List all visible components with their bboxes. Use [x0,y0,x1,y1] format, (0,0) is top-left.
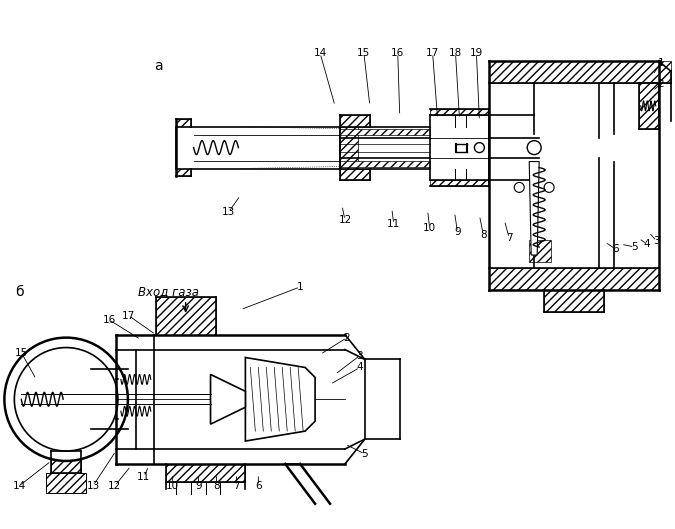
Text: 16: 16 [103,315,115,325]
Bar [165,464,246,482]
Text: Вход газа: Вход газа [138,285,199,298]
Bar [340,160,429,167]
Text: 2: 2 [344,333,350,343]
Text: 9: 9 [195,481,202,491]
Circle shape [14,348,118,451]
Circle shape [514,183,524,193]
Circle shape [527,141,541,154]
Text: 17: 17 [122,311,136,321]
Text: 10: 10 [166,481,180,491]
Polygon shape [211,375,246,424]
Bar [156,297,215,335]
Text: 14: 14 [13,481,26,491]
Text: 12: 12 [338,215,352,225]
Text: 17: 17 [426,48,439,58]
Bar [340,119,358,177]
Bar [340,115,370,127]
Text: 1: 1 [297,282,304,292]
Text: 15: 15 [15,348,28,358]
Bar [46,473,86,493]
Bar [51,451,81,473]
Bar [340,129,429,135]
Circle shape [4,338,128,461]
Text: 9: 9 [454,227,461,237]
Text: 16: 16 [391,48,404,58]
Circle shape [475,143,485,152]
Polygon shape [246,358,315,441]
Bar [639,83,659,129]
Text: 10: 10 [423,223,436,233]
Bar [91,369,116,429]
Text: 8: 8 [480,230,487,240]
Text: 13: 13 [222,207,235,217]
Text: 14: 14 [313,48,327,58]
Bar [544,290,604,312]
Text: а: а [155,59,163,73]
Bar [489,61,659,83]
Text: 3: 3 [356,351,363,361]
Text: 5: 5 [362,449,368,459]
Text: 1: 1 [657,58,664,68]
Text: 4: 4 [356,362,363,372]
Text: 7: 7 [233,481,240,491]
Text: 18: 18 [449,48,462,58]
Text: 8: 8 [213,481,220,491]
Text: 11: 11 [387,219,400,229]
Bar [489,268,659,290]
Text: 2: 2 [657,79,664,89]
Bar [176,119,190,177]
Text: 13: 13 [86,481,100,491]
Bar [529,240,551,262]
Text: 6: 6 [612,244,619,254]
Bar [429,109,489,115]
Bar [176,127,340,169]
Bar [340,169,370,180]
Text: б: б [15,285,24,299]
Text: 4: 4 [643,239,650,249]
Text: 3: 3 [653,236,660,246]
Bar [659,61,671,83]
Text: 11: 11 [137,472,151,482]
Text: 19: 19 [470,48,483,58]
Text: 6: 6 [255,481,262,491]
Text: 15: 15 [357,48,371,58]
Text: 5: 5 [631,242,638,252]
Text: 7: 7 [506,233,512,243]
Circle shape [544,183,554,193]
Polygon shape [529,161,539,255]
Bar [429,180,489,186]
Text: 12: 12 [108,481,122,491]
